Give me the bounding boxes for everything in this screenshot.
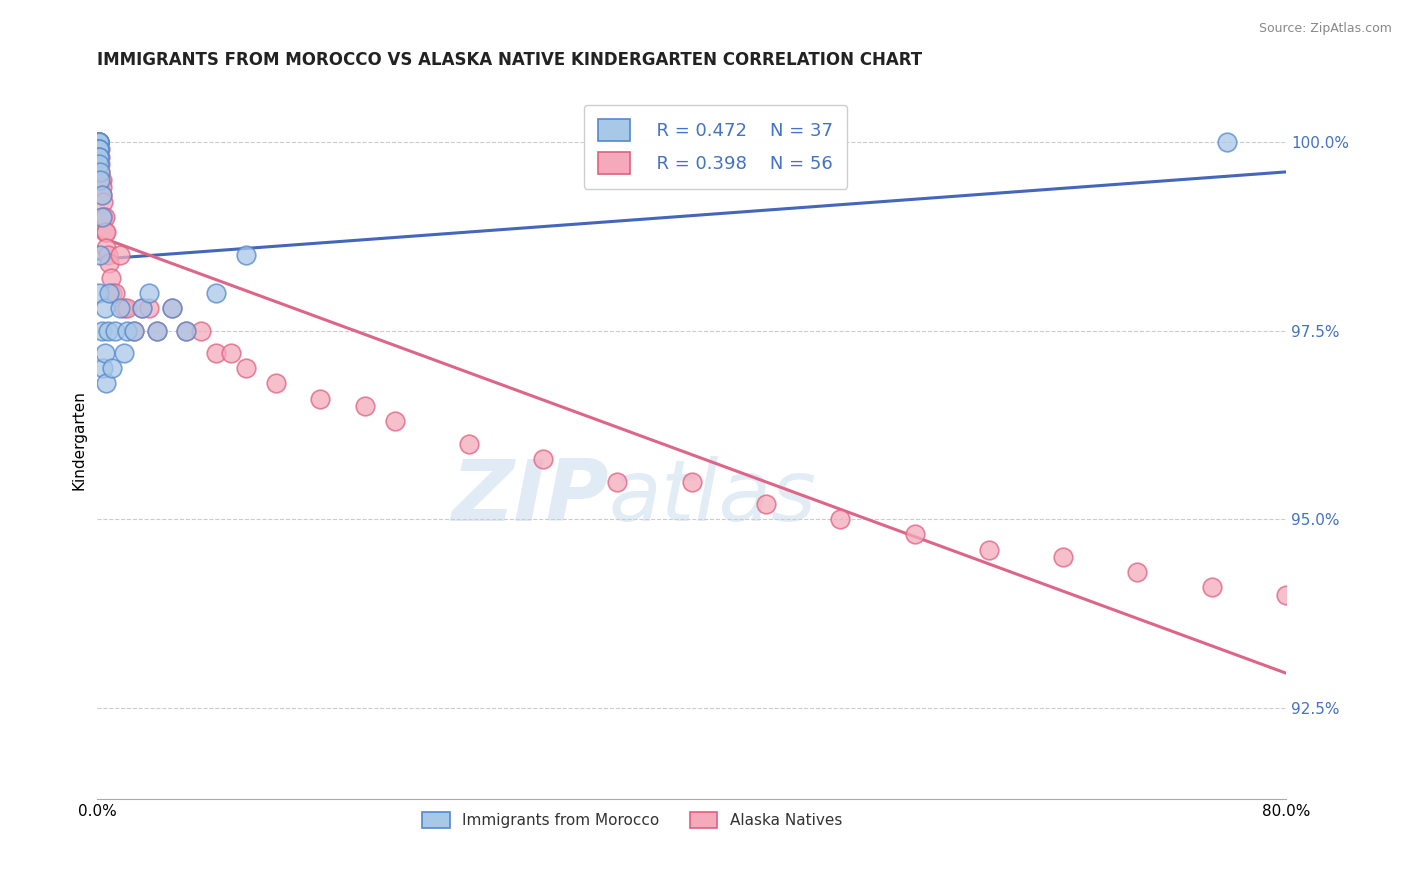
Point: [112, 301, 135, 315]
Point: [87, 142, 110, 156]
Point: [87, 285, 110, 300]
Point: [90, 180, 112, 194]
Point: [160, 301, 183, 315]
Point: [94, 211, 117, 225]
Point: [89, 150, 111, 164]
Point: [101, 285, 124, 300]
Point: [98, 285, 121, 300]
Point: [94, 226, 117, 240]
Point: [90, 187, 112, 202]
Point: [160, 301, 183, 315]
Point: [1275, 588, 1298, 602]
Text: atlas: atlas: [609, 456, 817, 539]
Point: [100, 270, 122, 285]
Point: [606, 475, 628, 489]
Point: [264, 376, 287, 391]
Y-axis label: Kindergarten: Kindergarten: [72, 390, 86, 490]
Point: [87, 142, 110, 156]
Point: [89, 165, 111, 179]
Point: [91, 211, 114, 225]
Point: [235, 361, 257, 376]
Point: [87, 135, 110, 149]
Point: [205, 285, 228, 300]
Point: [87, 135, 110, 149]
Legend: Immigrants from Morocco, Alaska Natives: Immigrants from Morocco, Alaska Natives: [416, 806, 848, 834]
Point: [87, 165, 110, 179]
Point: [87, 135, 110, 149]
Point: [94, 346, 117, 360]
Point: [131, 301, 153, 315]
Point: [146, 324, 169, 338]
Point: [94, 301, 117, 315]
Point: [124, 324, 146, 338]
Point: [87, 157, 110, 171]
Point: [1201, 580, 1223, 594]
Point: [115, 301, 138, 315]
Point: [90, 172, 112, 186]
Point: [87, 157, 110, 171]
Text: Source: ZipAtlas.com: Source: ZipAtlas.com: [1258, 22, 1392, 36]
Point: [87, 135, 110, 149]
Point: [97, 248, 120, 262]
Point: [176, 324, 198, 338]
Point: [87, 135, 110, 149]
Point: [146, 324, 169, 338]
Point: [90, 187, 112, 202]
Point: [89, 172, 111, 186]
Point: [205, 346, 228, 360]
Point: [87, 142, 110, 156]
Point: [87, 150, 110, 164]
Point: [219, 346, 242, 360]
Point: [104, 324, 127, 338]
Point: [1052, 550, 1074, 565]
Point: [91, 195, 114, 210]
Point: [96, 376, 118, 391]
Point: [830, 512, 852, 526]
Point: [101, 361, 124, 376]
Point: [131, 301, 153, 315]
Point: [89, 172, 111, 186]
Point: [353, 399, 375, 413]
Point: [89, 165, 111, 179]
Point: [91, 361, 114, 376]
Point: [96, 240, 118, 254]
Point: [97, 324, 120, 338]
Point: [108, 248, 131, 262]
Point: [96, 226, 118, 240]
Text: ZIP: ZIP: [451, 456, 609, 539]
Point: [89, 248, 111, 262]
Point: [190, 324, 212, 338]
Point: [89, 157, 111, 171]
Point: [1215, 135, 1237, 149]
Point: [104, 285, 127, 300]
Text: IMMIGRANTS FROM MOROCCO VS ALASKA NATIVE KINDERGARTEN CORRELATION CHART: IMMIGRANTS FROM MOROCCO VS ALASKA NATIVE…: [97, 51, 922, 69]
Point: [138, 301, 160, 315]
Point: [176, 324, 198, 338]
Point: [681, 475, 703, 489]
Point: [90, 211, 112, 225]
Point: [1126, 566, 1149, 580]
Point: [87, 142, 110, 156]
Point: [309, 392, 332, 406]
Point: [531, 452, 554, 467]
Point: [90, 324, 112, 338]
Point: [384, 414, 406, 428]
Point: [977, 542, 1000, 557]
Point: [108, 301, 131, 315]
Point: [87, 150, 110, 164]
Point: [87, 142, 110, 156]
Point: [87, 135, 110, 149]
Point: [235, 248, 257, 262]
Point: [112, 346, 135, 360]
Point: [755, 497, 778, 511]
Point: [98, 255, 121, 269]
Point: [903, 527, 925, 541]
Point: [87, 135, 110, 149]
Point: [138, 285, 160, 300]
Point: [89, 142, 111, 156]
Point: [87, 150, 110, 164]
Point: [457, 437, 479, 451]
Point: [115, 324, 138, 338]
Point: [124, 324, 146, 338]
